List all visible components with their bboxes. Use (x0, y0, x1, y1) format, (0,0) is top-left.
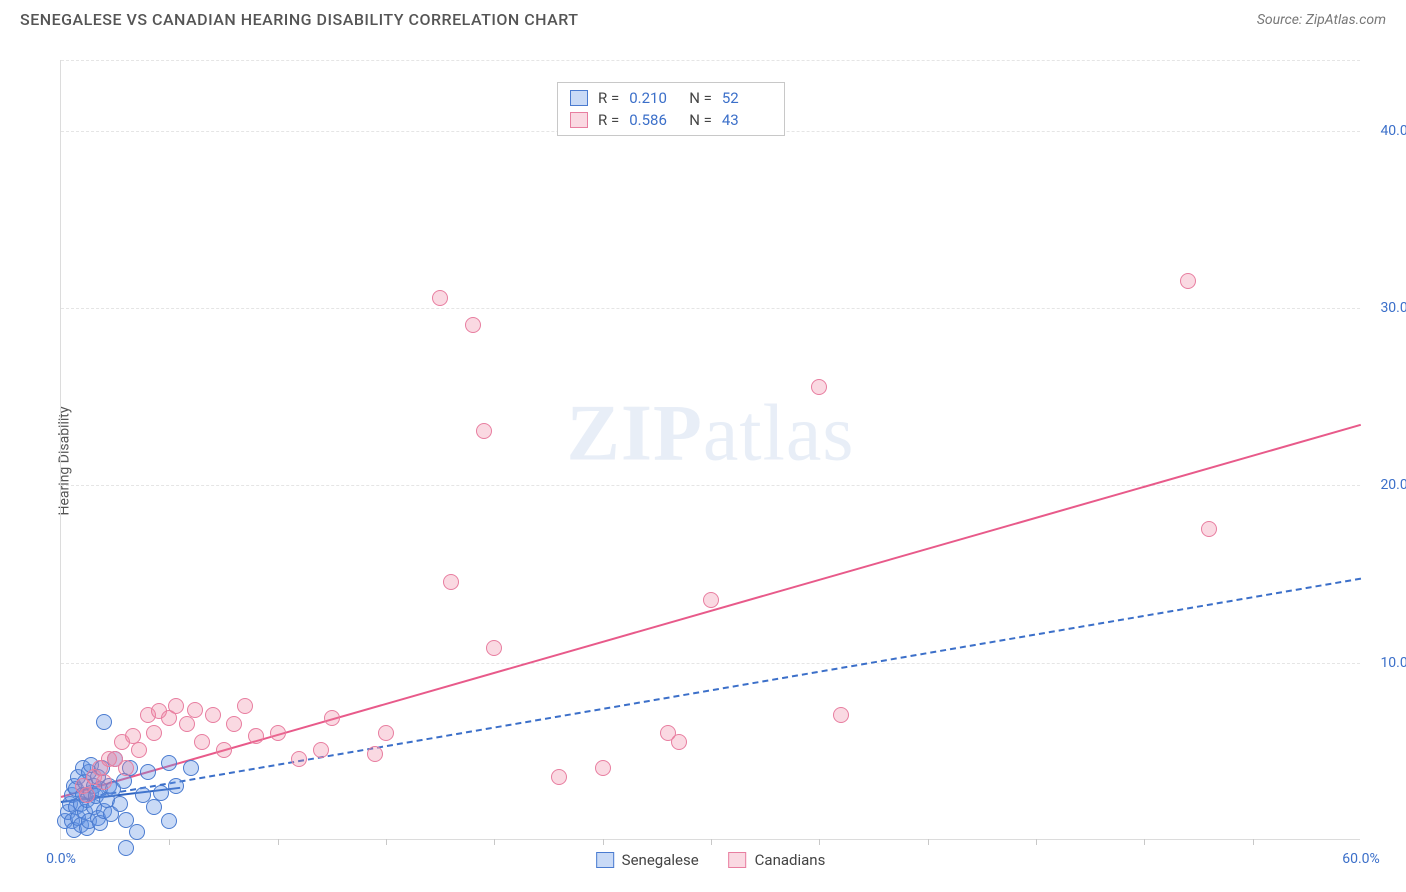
data-point (112, 796, 128, 812)
stat-value-n: 43 (722, 111, 772, 129)
legend-swatch (596, 852, 614, 868)
legend: Senegalese Canadians (596, 851, 826, 869)
x-tick (819, 839, 820, 845)
x-tick (278, 839, 279, 845)
y-tick-label: 40.0% (1380, 123, 1406, 139)
legend-swatch (570, 112, 588, 128)
data-point (313, 742, 329, 758)
data-point (324, 710, 340, 726)
legend-item: Senegalese (596, 851, 699, 869)
data-point (205, 707, 221, 723)
x-tick-label: 60.0% (1342, 851, 1380, 867)
data-point (811, 379, 827, 395)
x-tick (386, 839, 387, 845)
data-point (183, 760, 199, 776)
data-point (1180, 273, 1196, 289)
legend-item: Canadians (729, 851, 826, 869)
data-point (270, 725, 286, 741)
data-point (378, 725, 394, 741)
data-point (551, 769, 567, 785)
data-point (194, 734, 210, 750)
y-tick-label: 20.0% (1380, 477, 1406, 493)
legend-swatch (729, 852, 747, 868)
data-point (703, 592, 719, 608)
data-point (168, 698, 184, 714)
data-point (1201, 521, 1217, 537)
stat-label-n: N = (689, 89, 712, 107)
data-point (226, 716, 242, 732)
data-point (187, 702, 203, 718)
chart-title: SENEGALESE VS CANADIAN HEARING DISABILIT… (20, 10, 579, 29)
data-point (129, 824, 145, 840)
stats-row: R = 0.210 N = 52 (558, 87, 784, 109)
stat-value-n: 52 (722, 89, 772, 107)
data-point (131, 742, 147, 758)
x-tick (169, 839, 170, 845)
stat-label-r: R = (598, 89, 619, 107)
data-point (168, 778, 184, 794)
data-point (161, 755, 177, 771)
data-point (146, 799, 162, 815)
data-point (79, 787, 95, 803)
data-point (486, 640, 502, 656)
data-point (443, 574, 459, 590)
y-tick-label: 10.0% (1380, 655, 1406, 671)
legend-swatch (570, 90, 588, 106)
stat-value-r: 0.210 (629, 89, 679, 107)
data-point (118, 840, 134, 856)
data-point (291, 751, 307, 767)
data-point (833, 707, 849, 723)
data-point (96, 714, 112, 730)
data-point (432, 290, 448, 306)
data-point (153, 785, 169, 801)
stat-label-r: R = (598, 111, 619, 129)
data-point (179, 716, 195, 732)
data-point (146, 725, 162, 741)
stats-row: R = 0.586 N = 43 (558, 109, 784, 131)
stat-label-n: N = (689, 111, 712, 129)
chart-container: Hearing Disability ZIPatlas 10.0%20.0%30… (20, 40, 1386, 882)
data-point (216, 742, 232, 758)
data-point (161, 813, 177, 829)
legend-label: Canadians (755, 851, 826, 869)
data-point (237, 698, 253, 714)
data-point (595, 760, 611, 776)
stat-value-r: 0.586 (629, 111, 679, 129)
x-tick (928, 839, 929, 845)
x-tick (1253, 839, 1254, 845)
x-tick (711, 839, 712, 845)
x-tick (1036, 839, 1037, 845)
data-point (248, 728, 264, 744)
data-point (671, 734, 687, 750)
data-point (476, 423, 492, 439)
gridline-h (61, 663, 1360, 664)
x-tick (1144, 839, 1145, 845)
data-point (367, 746, 383, 762)
chart-header: SENEGALESE VS CANADIAN HEARING DISABILIT… (0, 0, 1406, 35)
x-tick (603, 839, 604, 845)
stats-legend-box: R = 0.210 N = 52 R = 0.586 N = 43 (557, 82, 785, 136)
watermark: ZIPatlas (567, 388, 855, 479)
legend-label: Senegalese (622, 851, 699, 869)
plot-area: ZIPatlas 10.0%20.0%30.0%40.0%0.0%60.0%R … (60, 60, 1360, 840)
gridline-h (61, 485, 1360, 486)
data-point (118, 760, 134, 776)
gridline-h (61, 308, 1360, 309)
data-point (96, 774, 112, 790)
x-tick (494, 839, 495, 845)
source-attribution: Source: ZipAtlas.com (1257, 12, 1386, 28)
data-point (465, 317, 481, 333)
y-tick-label: 30.0% (1380, 300, 1406, 316)
x-tick-label: 0.0% (46, 851, 76, 867)
data-point (140, 764, 156, 780)
gridline-h (61, 60, 1360, 61)
